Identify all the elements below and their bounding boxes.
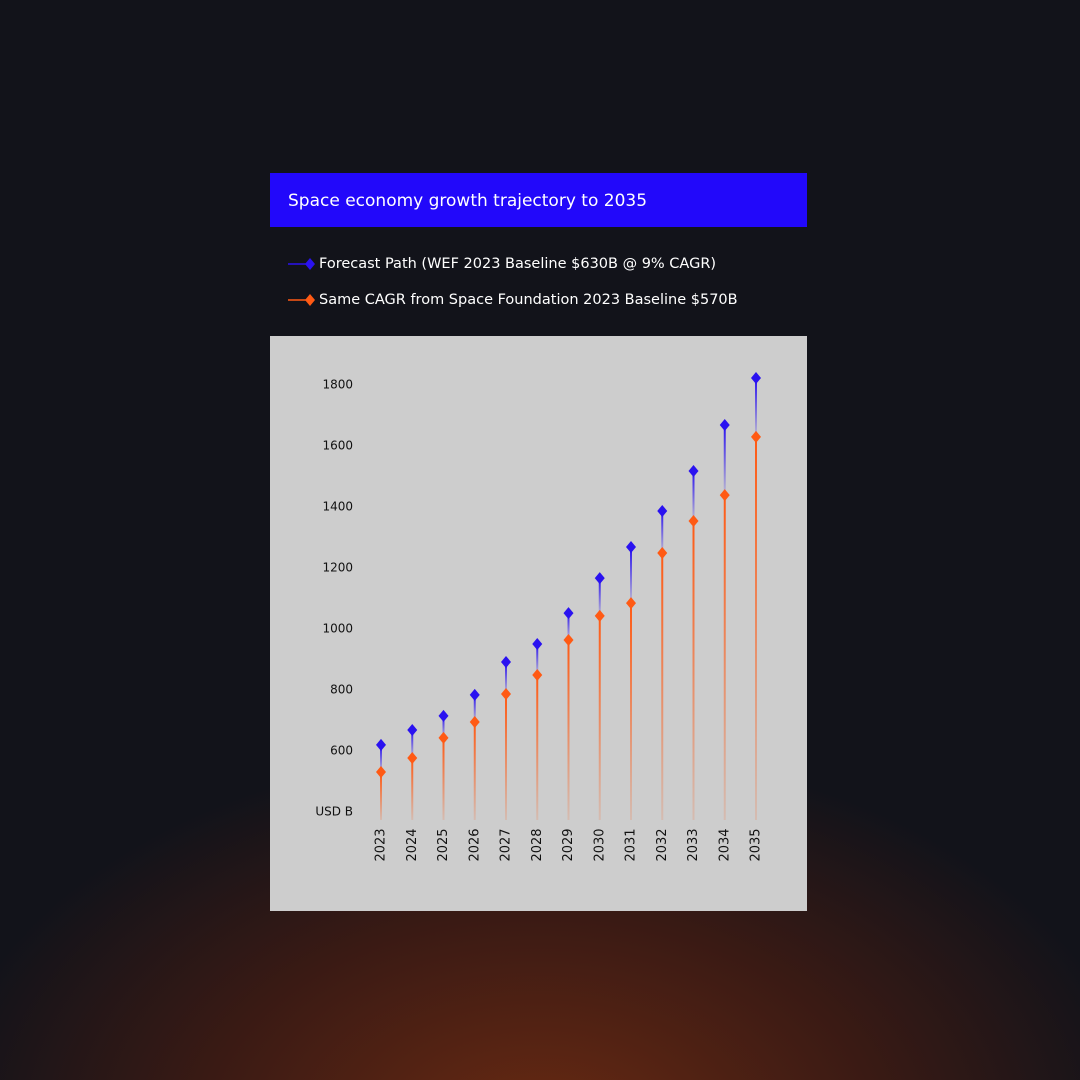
marker — [532, 669, 543, 682]
legend-label: Same CAGR from Space Foundation 2023 Bas… — [319, 292, 738, 308]
x-tick-label: 2033 — [686, 828, 701, 861]
marker — [376, 738, 386, 751]
marker — [438, 709, 449, 722]
marker — [532, 637, 543, 650]
marker — [438, 731, 449, 744]
y-tick-label: 1400 — [322, 500, 353, 514]
stem — [598, 578, 601, 616]
stem — [411, 729, 414, 759]
stem — [473, 722, 476, 820]
stem — [723, 424, 726, 496]
x-tick-label: 2026 — [467, 828, 482, 861]
stem — [692, 471, 695, 522]
marker — [501, 687, 511, 700]
stem — [692, 521, 695, 820]
stem — [380, 772, 382, 820]
legend-label: Forecast Path (WEF 2023 Baseline $630B @… — [319, 256, 716, 272]
marker — [469, 688, 480, 701]
title-bar — [270, 173, 807, 227]
legend-marker — [305, 258, 315, 270]
stem — [630, 603, 632, 820]
stem — [442, 737, 445, 820]
stem — [411, 758, 414, 820]
marker — [626, 540, 636, 553]
marker — [594, 609, 605, 622]
marker — [719, 489, 730, 502]
stem — [567, 639, 570, 820]
y-tick-label: 1000 — [322, 622, 353, 636]
marker — [626, 597, 636, 610]
marker — [719, 418, 730, 431]
stem — [630, 546, 632, 604]
marker — [751, 430, 761, 443]
marker — [407, 723, 418, 736]
stem — [661, 553, 664, 820]
marker — [751, 371, 761, 384]
marker — [501, 655, 511, 668]
x-tick-label: 2032 — [655, 828, 670, 861]
x-tick-label: 2035 — [749, 828, 764, 861]
marker — [688, 465, 699, 478]
stem — [505, 661, 507, 694]
stem — [755, 377, 757, 437]
stem — [380, 744, 382, 773]
y-tick-label: 1600 — [322, 439, 353, 453]
marker — [469, 716, 480, 729]
marker — [594, 572, 605, 585]
y-tick-label: 1200 — [322, 561, 353, 575]
y-axis-label: USD B — [315, 805, 353, 819]
stem — [567, 613, 570, 640]
y-tick-label: 800 — [330, 683, 353, 697]
stem — [723, 495, 726, 820]
legend-marker — [305, 294, 315, 306]
stem — [442, 715, 445, 738]
stem — [536, 643, 539, 676]
x-tick-label: 2034 — [717, 828, 732, 861]
stem — [755, 436, 757, 820]
marker — [563, 633, 574, 646]
x-tick-label: 2028 — [530, 828, 545, 861]
x-tick-label: 2031 — [624, 828, 639, 861]
marker — [563, 607, 574, 620]
stem — [598, 615, 601, 820]
stem — [661, 510, 664, 554]
y-tick-label: 1800 — [322, 378, 353, 392]
x-tick-label: 2023 — [374, 828, 389, 861]
x-tick-label: 2024 — [405, 828, 420, 861]
plot-panel — [270, 336, 807, 911]
marker — [657, 504, 668, 517]
stem — [505, 693, 507, 820]
chart-title: Space economy growth trajectory to 2035 — [288, 191, 647, 211]
x-tick-label: 2027 — [499, 828, 514, 861]
x-tick-label: 2029 — [561, 828, 576, 861]
stem — [536, 675, 539, 820]
x-tick-label: 2030 — [592, 828, 607, 861]
x-tick-label: 2025 — [436, 828, 451, 861]
marker — [407, 752, 418, 765]
marker — [688, 515, 699, 528]
marker — [376, 766, 386, 779]
stem — [473, 694, 476, 723]
marker — [657, 547, 668, 560]
y-tick-label: 600 — [330, 744, 353, 758]
